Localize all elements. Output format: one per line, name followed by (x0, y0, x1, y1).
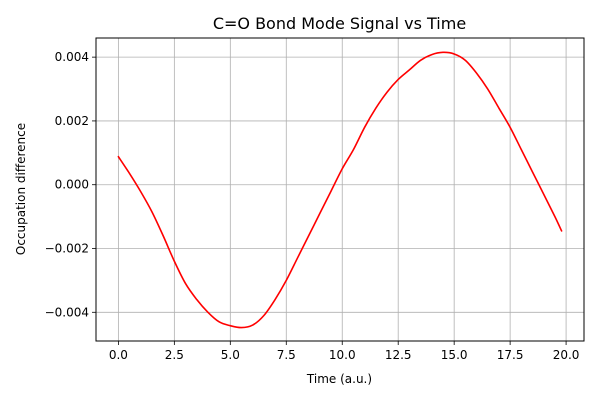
x-tick-label: 20.0 (553, 348, 580, 362)
series-line (117, 51, 563, 329)
x-tick-label: 10.0 (329, 348, 356, 362)
axis-ticks: 0.0 2.5 5.0 7.5 10.0 12.5 15.0 17.5 20.0 −0.004 −0… (45, 50, 580, 362)
x-axis-label: Time (a.u.) (306, 372, 372, 386)
y-tick-label: −0.002 (45, 242, 89, 256)
y-tick-label: 0.004 (55, 50, 89, 64)
x-tick-label: 15.0 (441, 348, 468, 362)
y-tick-label: 0.000 (55, 178, 89, 192)
x-tick-label: 0.0 (109, 348, 128, 362)
chart-title: C=O Bond Mode Signal vs Time (213, 14, 466, 33)
y-tick-label: −0.004 (45, 305, 89, 319)
y-axis-label: Occupation difference (14, 123, 28, 255)
x-tick-label: 7.5 (277, 348, 296, 362)
series-layer (117, 51, 563, 329)
x-tick-label: 17.5 (497, 348, 524, 362)
plot-frame (95, 37, 585, 342)
y-tick-label: 0.002 (55, 114, 89, 128)
x-tick-label: 12.5 (385, 348, 412, 362)
x-tick-label: 2.5 (165, 348, 184, 362)
x-tick-label: 5.0 (221, 348, 240, 362)
grid-lines (96, 38, 584, 341)
